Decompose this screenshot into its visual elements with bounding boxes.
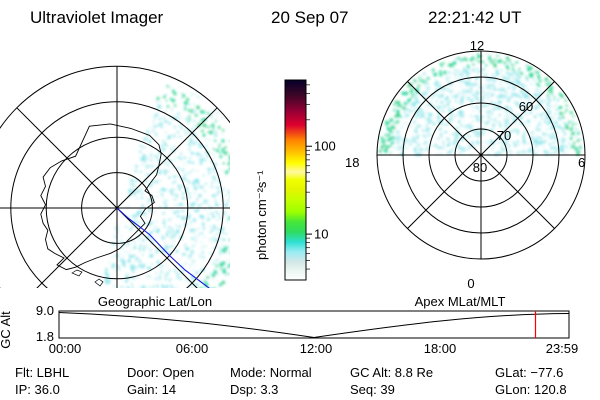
- svg-text:GC Alt: GC Alt: [0, 311, 13, 349]
- svg-text:70: 70: [497, 128, 511, 143]
- svg-text:Gain: 14: Gain: 14: [127, 382, 176, 397]
- svg-text:Mode: Normal: Mode: Normal: [230, 365, 312, 380]
- svg-text:GLat: −77.6: GLat: −77.6: [495, 365, 563, 380]
- svg-text:9.0: 9.0: [36, 303, 54, 318]
- svg-text:80: 80: [473, 160, 487, 175]
- svg-text:6: 6: [578, 155, 585, 170]
- svg-text:100: 100: [314, 139, 336, 154]
- svg-text:Geographic Lat/Lon: Geographic Lat/Lon: [98, 294, 212, 309]
- svg-text:0: 0: [467, 276, 474, 291]
- svg-text:photon cm⁻²s⁻¹: photon cm⁻²s⁻¹: [254, 170, 269, 260]
- svg-text:60: 60: [519, 99, 533, 114]
- svg-text:GC Alt: 8.8 Re: GC Alt: 8.8 Re: [350, 365, 433, 380]
- svg-text:06:00: 06:00: [176, 341, 209, 356]
- svg-text:Door: Open: Door: Open: [127, 365, 194, 380]
- svg-text:20 Sep 07: 20 Sep 07: [271, 8, 349, 27]
- svg-text:IP: 36.0: IP: 36.0: [15, 382, 60, 397]
- svg-text:Dsp: 3.3: Dsp: 3.3: [230, 382, 278, 397]
- svg-text:12: 12: [470, 38, 484, 53]
- svg-text:Seq: 39: Seq: 39: [350, 382, 395, 397]
- svg-text:00:00: 00:00: [49, 341, 82, 356]
- svg-text:18: 18: [345, 155, 359, 170]
- svg-text:GLon: 120.8: GLon: 120.8: [495, 382, 567, 397]
- svg-text:12:00: 12:00: [300, 341, 333, 356]
- svg-text:18:00: 18:00: [424, 341, 457, 356]
- svg-text:23:59: 23:59: [546, 341, 579, 356]
- svg-text:Ultraviolet Imager: Ultraviolet Imager: [30, 8, 164, 27]
- svg-text:Flt: LBHL: Flt: LBHL: [15, 365, 69, 380]
- svg-text:10: 10: [314, 226, 328, 241]
- svg-text:Apex MLat/MLT: Apex MLat/MLT: [415, 294, 506, 309]
- svg-text:22:21:42 UT: 22:21:42 UT: [428, 8, 522, 27]
